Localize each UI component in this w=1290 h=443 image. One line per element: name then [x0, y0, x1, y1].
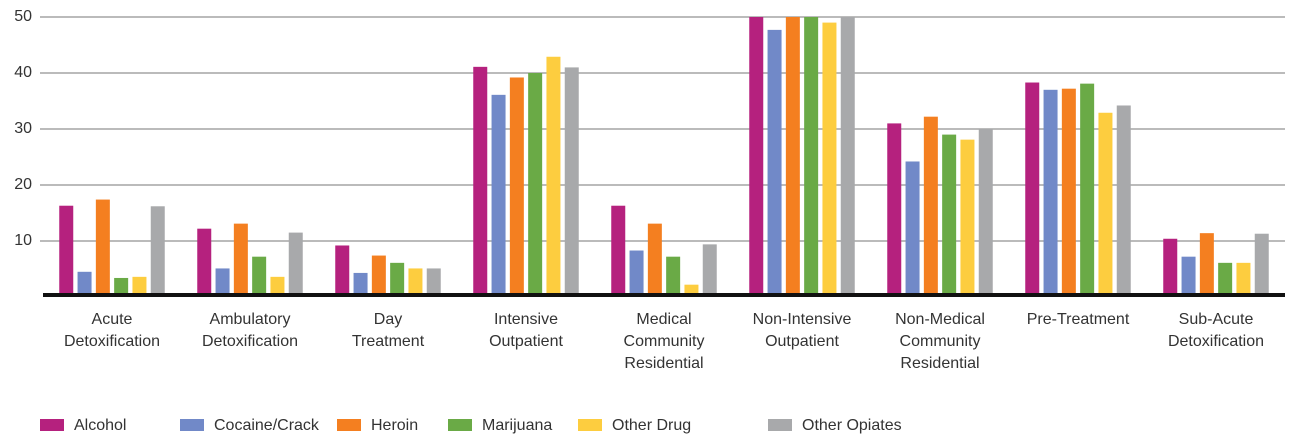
- x-tick-label: Outpatient: [489, 333, 563, 350]
- bar: [666, 256, 681, 297]
- y-tick-label: 10: [14, 232, 32, 249]
- bar: [150, 206, 165, 297]
- legend-label: Other Drug: [612, 417, 691, 434]
- x-tick-label: Intensive: [494, 311, 558, 328]
- bar: [288, 232, 303, 297]
- legend-swatch: [768, 419, 792, 431]
- bar: [942, 134, 957, 297]
- x-tick-label: Medical: [636, 311, 691, 328]
- legend-swatch: [180, 419, 204, 431]
- legend-swatch: [448, 419, 472, 431]
- x-tick-label: Detoxification: [1168, 333, 1264, 350]
- legend-swatch: [40, 419, 64, 431]
- x-tick-label: Community: [624, 333, 705, 350]
- bar: [804, 17, 819, 297]
- bar: [335, 245, 350, 297]
- legend-label: Alcohol: [74, 417, 126, 434]
- bar: [1163, 238, 1178, 297]
- bar: [114, 277, 129, 297]
- bar: [77, 271, 92, 297]
- bar: [1080, 83, 1095, 297]
- bar: [702, 244, 717, 297]
- bar: [390, 262, 405, 297]
- bar: [353, 272, 368, 297]
- bar: [491, 94, 506, 297]
- y-tick-label: 50: [14, 8, 32, 25]
- bar: [767, 29, 782, 297]
- legend-swatch: [337, 419, 361, 431]
- x-tick-label: Residential: [900, 355, 979, 372]
- bar: [905, 161, 920, 297]
- bar: [1199, 233, 1214, 297]
- bar: [785, 17, 800, 297]
- bar: [215, 268, 230, 297]
- x-tick-label: Residential: [624, 355, 703, 372]
- bar: [197, 228, 212, 297]
- bar: [887, 123, 902, 298]
- x-tick-label: Sub-Acute: [1179, 311, 1254, 328]
- bar: [1043, 89, 1058, 297]
- bar: [960, 139, 975, 297]
- legend-label: Marijuana: [482, 417, 552, 434]
- x-tick-label: Acute: [92, 311, 133, 328]
- bar: [923, 116, 938, 298]
- y-tick-label: 30: [14, 120, 32, 137]
- bar: [233, 223, 248, 297]
- x-tick-label: Detoxification: [64, 333, 160, 350]
- bar: [1116, 105, 1131, 297]
- bar: [978, 129, 993, 297]
- bar: [611, 205, 626, 297]
- y-tick-label: 20: [14, 176, 32, 193]
- x-tick-label: Pre-Treatment: [1027, 311, 1130, 328]
- x-tick-label: Community: [900, 333, 981, 350]
- bar: [1181, 256, 1196, 297]
- x-tick-label: Treatment: [352, 333, 425, 350]
- legend-label: Cocaine/Crack: [214, 417, 320, 434]
- bar: [95, 199, 110, 297]
- x-tick-label: Outpatient: [765, 333, 839, 350]
- bar: [749, 17, 764, 297]
- legend-label: Heroin: [371, 417, 418, 434]
- x-tick-label: Non-Intensive: [753, 311, 852, 328]
- bar: [629, 250, 644, 297]
- bar: [473, 66, 488, 297]
- bar: [528, 73, 543, 297]
- bar: [59, 205, 74, 297]
- legend-swatch: [578, 419, 602, 431]
- x-tick-label: Ambulatory: [210, 311, 291, 328]
- bar: [647, 223, 662, 297]
- bar: [408, 268, 423, 297]
- legend-label: Other Opiates: [802, 417, 902, 434]
- bar: [546, 56, 561, 298]
- x-tick-label: Non-Medical: [895, 311, 985, 328]
- x-tick-label: Day: [374, 311, 402, 328]
- bar: [1218, 262, 1233, 297]
- bar: [426, 268, 441, 297]
- bar: [371, 255, 386, 297]
- bar: [822, 22, 837, 297]
- bar: [1236, 262, 1251, 297]
- bar: [270, 276, 285, 297]
- bar: [252, 256, 267, 297]
- bar: [1254, 233, 1269, 297]
- y-tick-label: 40: [14, 64, 32, 81]
- bar: [1061, 88, 1076, 298]
- bar: [1025, 82, 1040, 298]
- bar: [840, 17, 855, 297]
- bar: [132, 276, 147, 297]
- x-tick-label: Detoxification: [202, 333, 298, 350]
- bar: [509, 77, 524, 297]
- bar: [1098, 112, 1113, 297]
- bar: [564, 67, 579, 298]
